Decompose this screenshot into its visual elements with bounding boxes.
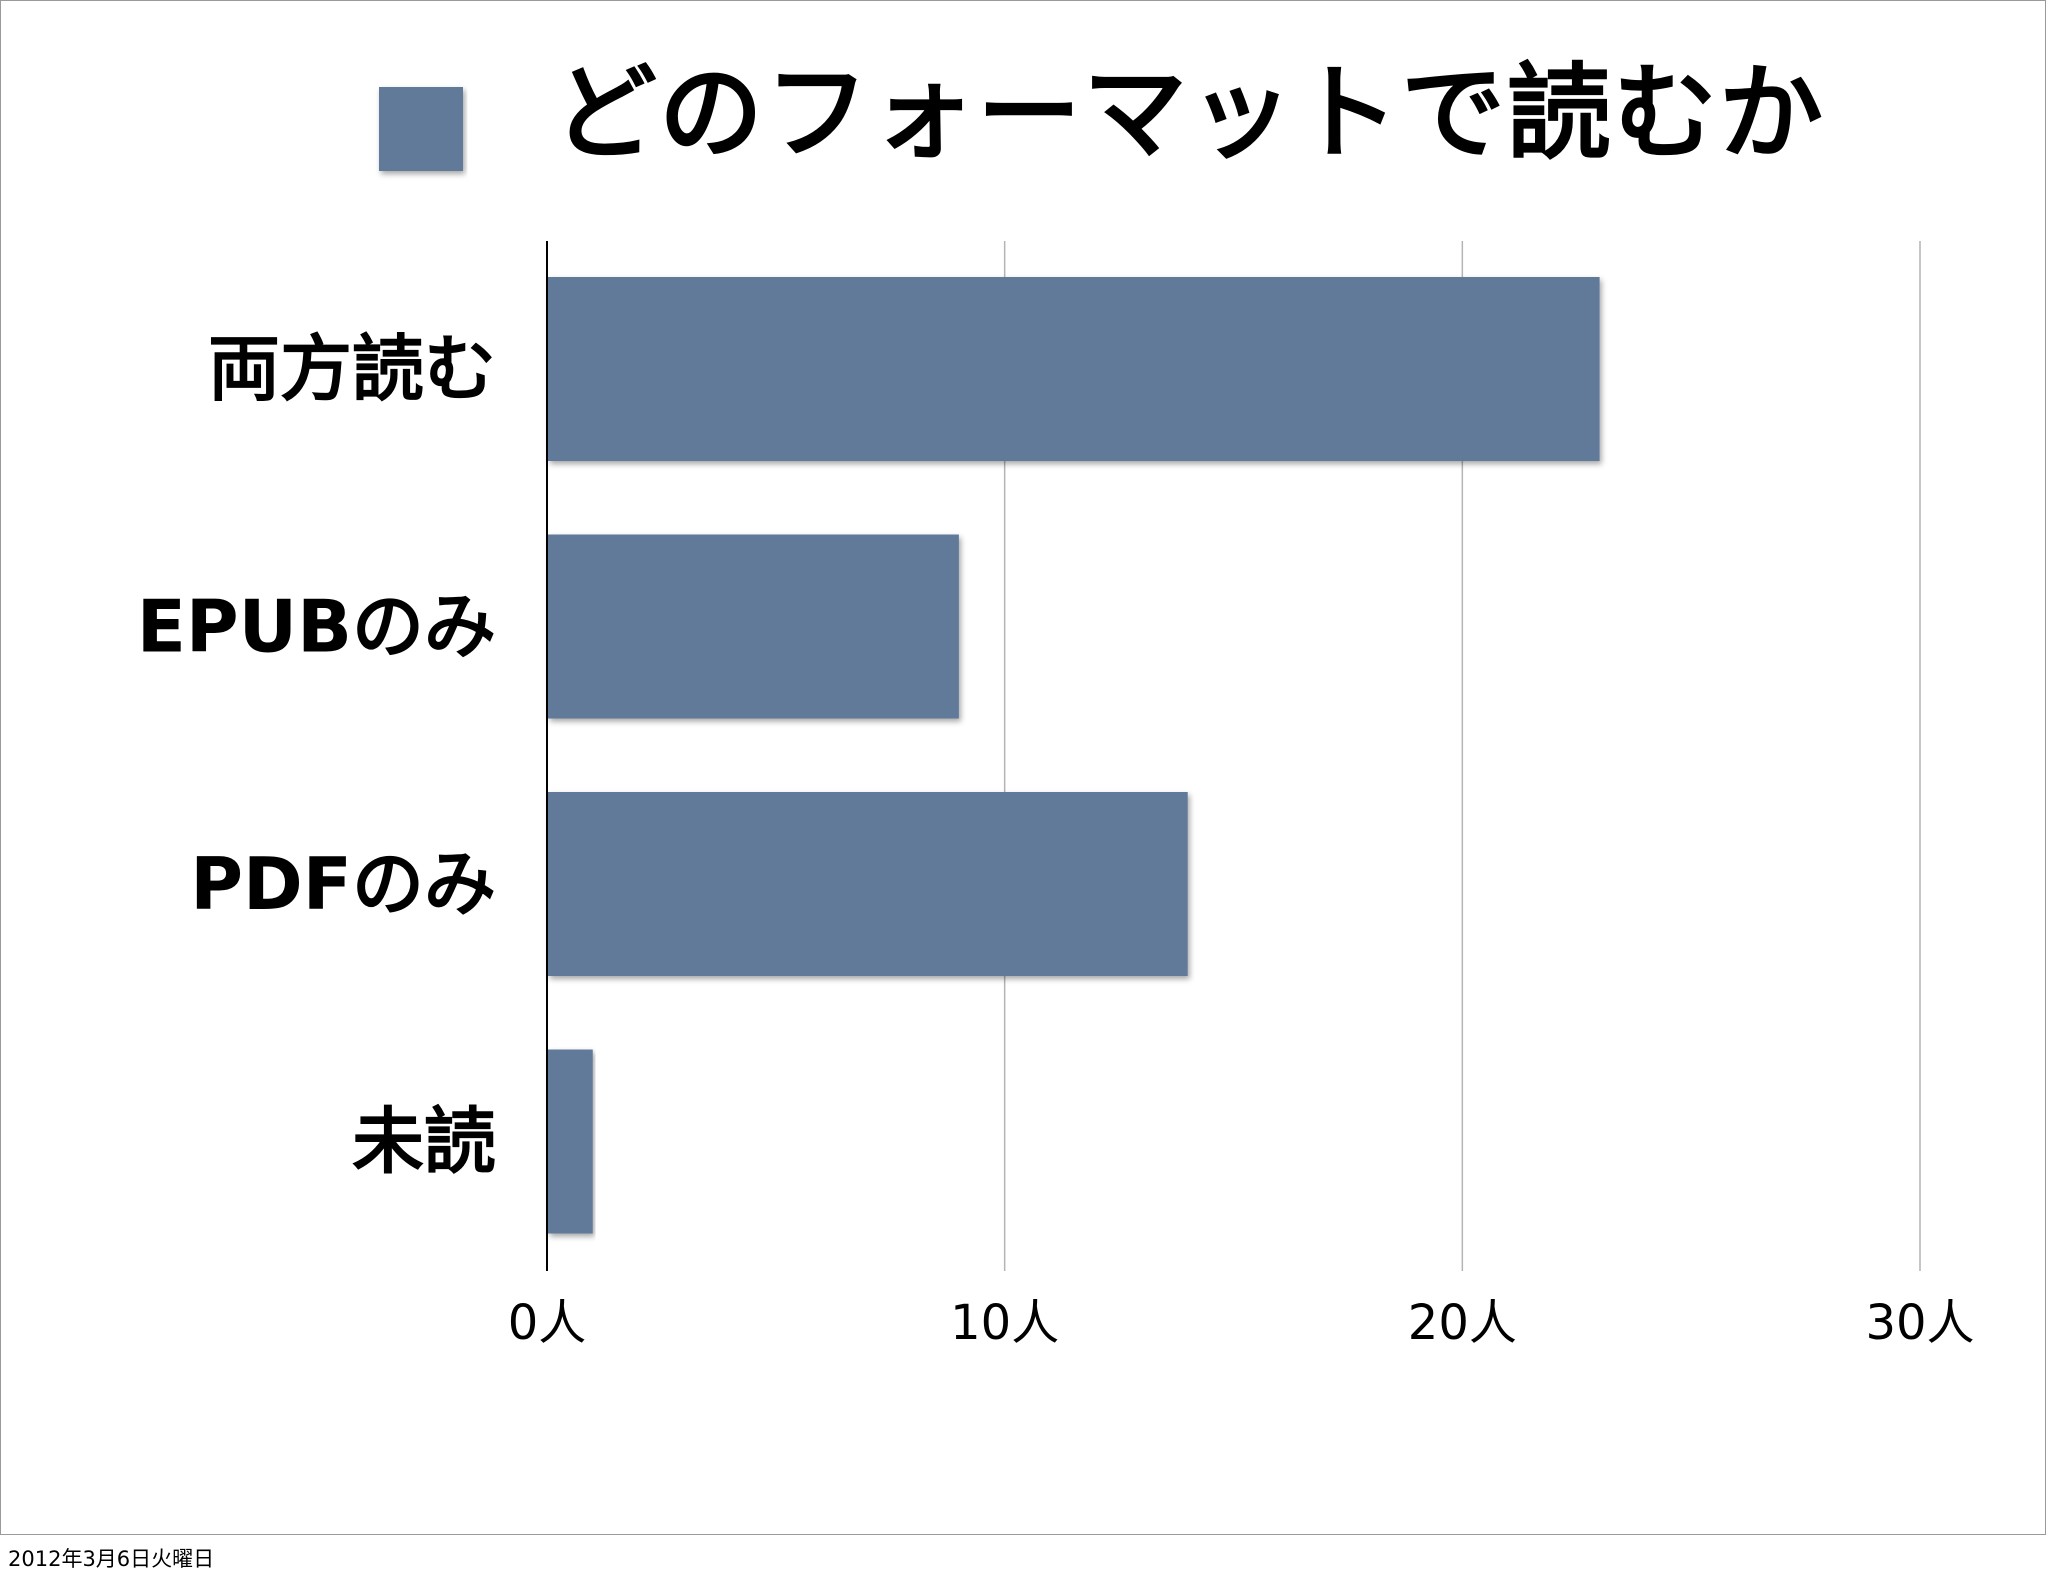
- x-tick-label-10: 10人: [950, 1295, 1059, 1351]
- category-label-3: 未読: [352, 1100, 496, 1184]
- bars: [548, 277, 1600, 1234]
- category-label-2: PDFのみ: [190, 842, 496, 926]
- category-label-1: EPUBのみ: [137, 585, 496, 669]
- x-tick-labels: 0人 10人 20人 30人: [508, 1295, 1975, 1351]
- category-label-0: 両方読む: [208, 327, 496, 411]
- bar-0: [548, 277, 1600, 461]
- x-tick-label-30: 30人: [1865, 1295, 1974, 1351]
- x-tick-label-0: 0人: [508, 1295, 587, 1351]
- legend-entry-label: どのフォーマットで読むか: [553, 52, 1826, 174]
- footer-date: 2012年3月6日火曜日: [8, 1547, 215, 1571]
- bar-3: [548, 1049, 593, 1234]
- slide-frame: 両方読む EPUBのみ PDFのみ未読 0人 10人 20人 30人 どのフォーマットで読…: [0, 0, 2046, 1535]
- bar-1: [548, 534, 959, 719]
- legend-swatch: [379, 87, 463, 171]
- bar-2: [548, 792, 1188, 976]
- x-tick-label-20: 20人: [1408, 1295, 1517, 1351]
